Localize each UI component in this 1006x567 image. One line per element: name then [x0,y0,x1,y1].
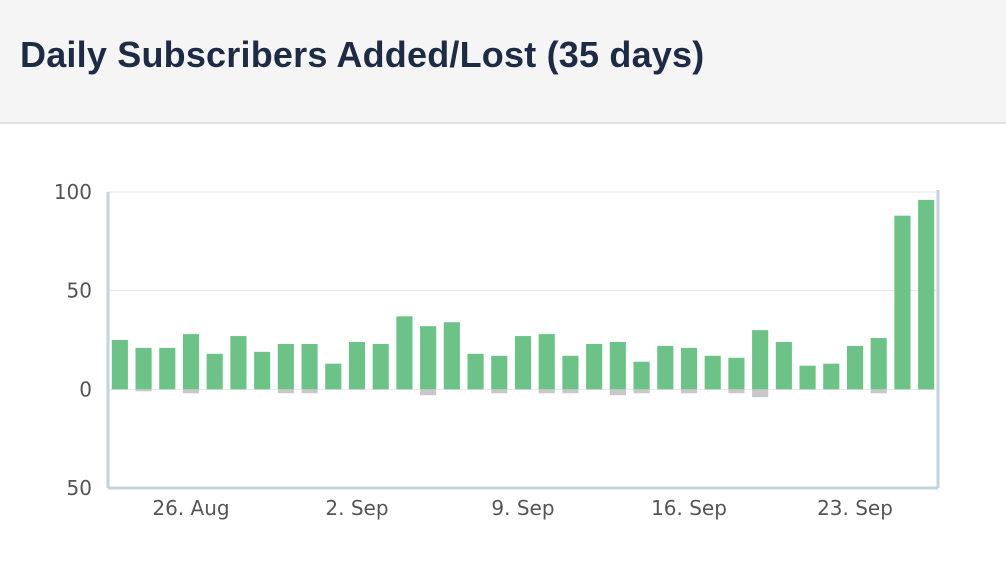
x-tick-label: 2. Sep [325,496,388,520]
added-bar [491,355,508,390]
subscribers-bar-chart: 100 50 0 50 26. Aug 2. Sep 9. Sep 16. Sep 23. Se… [54,180,940,520]
added-bar [420,326,437,390]
added-bar [609,341,626,390]
added-bar [799,365,816,390]
x-tick-label: 26. Aug [152,496,229,520]
added-bar [372,343,389,390]
added-bar [443,322,460,390]
added-bar [396,316,413,390]
x-tick-label: 9. Sep [491,496,554,520]
added-bar [775,341,792,390]
added-bar [467,353,484,390]
added-bar [325,363,342,390]
lost-bar [420,389,437,396]
lost-bar [680,389,698,394]
lost-bar [870,389,887,394]
added-bar [586,343,603,390]
added-bar [230,336,247,390]
added-bar [206,353,223,390]
y-tick-label: 0 [79,377,92,401]
added-bar [657,345,674,390]
added-bar [254,351,271,390]
added-bar [538,334,555,390]
added-bar [348,341,366,390]
y-tick-label: 100 [54,180,92,204]
chart-container: 100 50 0 50 26. Aug 2. Sep 9. Sep 16. Sep 23. Se… [0,124,1006,562]
added-bar [752,330,769,390]
added-bar [182,334,200,390]
lost-bar [301,389,318,394]
added-bar [111,340,128,390]
lost-bar [562,389,579,394]
added-bar [277,343,294,390]
added-bar [846,345,864,390]
lost-bar [491,389,508,394]
chart-title: Daily Subscribers Added/Lost (35 days) [20,34,705,75]
added-bar [918,199,935,390]
added-bar [562,355,579,390]
lost-bar [728,389,745,394]
added-bar [301,343,318,390]
added-bar [894,215,911,390]
x-tick-label: 16. Sep [651,496,727,520]
lost-bar [182,389,200,394]
added-bar [514,336,532,390]
lost-bar [277,389,294,394]
lost-bar [609,389,626,396]
chart-header: Daily Subscribers Added/Lost (35 days) [0,0,1006,124]
added-bar [704,355,721,390]
added-bar [728,357,745,390]
added-bar [159,347,176,390]
added-bar [870,338,887,390]
lost-bar [538,389,555,394]
added-bar [823,363,840,390]
added-bar [633,361,650,390]
lost-bar [633,389,650,394]
added-bar [680,347,698,390]
y-tick-label: 50 [67,279,92,303]
lost-bar [752,389,769,398]
lost-bar [135,389,152,392]
y-tick-label: 50 [67,476,92,500]
x-tick-label: 23. Sep [817,496,893,520]
added-bar [135,347,152,390]
